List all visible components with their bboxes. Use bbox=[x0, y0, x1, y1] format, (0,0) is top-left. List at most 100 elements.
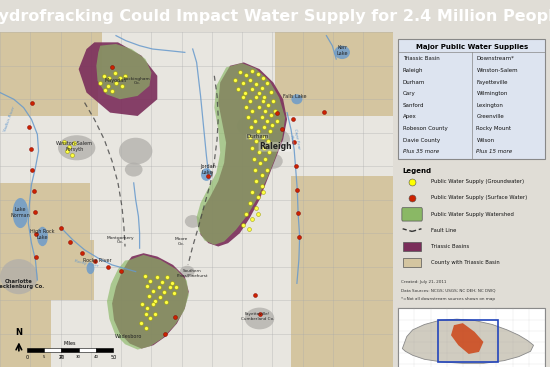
Text: Durham: Durham bbox=[246, 134, 269, 139]
Bar bbox=[96, 348, 113, 352]
Text: Fayetteville/
Cumberland Co.: Fayetteville/ Cumberland Co. bbox=[241, 312, 274, 321]
Text: Durham: Durham bbox=[403, 80, 425, 84]
Text: Triassic Basin: Triassic Basin bbox=[403, 57, 439, 61]
Bar bbox=[275, 72, 338, 116]
Text: Major Public Water Supplies: Major Public Water Supplies bbox=[415, 44, 528, 50]
Ellipse shape bbox=[334, 46, 350, 59]
Polygon shape bbox=[403, 319, 534, 363]
Polygon shape bbox=[199, 62, 287, 247]
Bar bbox=[403, 242, 421, 251]
Text: 30: 30 bbox=[76, 355, 81, 359]
Text: Cary: Cary bbox=[403, 91, 415, 96]
Ellipse shape bbox=[264, 154, 283, 169]
Bar bbox=[338, 72, 393, 116]
Text: Cape Fear
River: Cape Fear River bbox=[288, 128, 300, 150]
Bar bbox=[291, 233, 346, 293]
Text: Raleigh: Raleigh bbox=[403, 68, 423, 73]
Bar bbox=[0, 32, 55, 72]
Ellipse shape bbox=[58, 135, 95, 160]
Bar bbox=[55, 32, 102, 72]
Text: Jordan
Lake: Jordan Lake bbox=[200, 164, 216, 175]
Ellipse shape bbox=[37, 227, 48, 246]
Text: Mayodan: Mayodan bbox=[105, 78, 127, 83]
Polygon shape bbox=[112, 253, 189, 349]
Text: Plus 35 more: Plus 35 more bbox=[403, 149, 439, 154]
Ellipse shape bbox=[237, 116, 262, 136]
Text: Fayetteville: Fayetteville bbox=[476, 80, 508, 84]
Ellipse shape bbox=[13, 198, 28, 228]
Ellipse shape bbox=[185, 215, 201, 228]
Text: Hydrofracking Could Impact Water Supply for 2.4 Million People: Hydrofracking Could Impact Water Supply … bbox=[0, 9, 550, 23]
Text: Miles: Miles bbox=[64, 341, 76, 346]
Bar bbox=[47, 72, 95, 116]
Bar bbox=[346, 293, 393, 367]
Text: Public Water Supply Watershed: Public Water Supply Watershed bbox=[431, 211, 514, 217]
Bar bbox=[0, 183, 47, 240]
Text: 10: 10 bbox=[59, 355, 64, 359]
Text: Davie County: Davie County bbox=[403, 138, 440, 142]
Text: Created: July 21, 2011: Created: July 21, 2011 bbox=[401, 280, 447, 284]
Ellipse shape bbox=[292, 94, 302, 104]
Bar bbox=[79, 348, 96, 352]
Text: Data Sources: NCGS; USGS; NC DEH; NC DWQ: Data Sources: NCGS; USGS; NC DEH; NC DWQ bbox=[401, 288, 496, 292]
Text: Charlotte
Mecklenburg Co.: Charlotte Mecklenburg Co. bbox=[0, 279, 44, 290]
Bar bbox=[338, 32, 393, 72]
Text: 5: 5 bbox=[43, 355, 45, 359]
Bar bbox=[0, 300, 51, 367]
FancyBboxPatch shape bbox=[402, 208, 422, 221]
Text: Yadkin River: Yadkin River bbox=[3, 106, 16, 132]
Polygon shape bbox=[96, 44, 151, 99]
Text: 20: 20 bbox=[58, 355, 64, 360]
Ellipse shape bbox=[245, 308, 274, 329]
Text: Triassic Basins: Triassic Basins bbox=[431, 244, 469, 249]
Text: Fault Line: Fault Line bbox=[431, 228, 456, 233]
Polygon shape bbox=[107, 255, 189, 350]
Bar bbox=[403, 258, 421, 267]
Text: Moore
Co.: Moore Co. bbox=[174, 237, 188, 246]
Text: Kerr
Lake: Kerr Lake bbox=[337, 45, 348, 56]
Bar bbox=[0, 240, 51, 300]
Bar bbox=[51, 240, 95, 300]
Ellipse shape bbox=[0, 259, 37, 294]
Bar bbox=[27, 348, 44, 352]
Ellipse shape bbox=[180, 266, 195, 277]
Ellipse shape bbox=[201, 168, 212, 181]
Text: Winston-Salem: Winston-Salem bbox=[476, 68, 518, 73]
Text: High Rock
Lake: High Rock Lake bbox=[30, 229, 54, 240]
Text: 0: 0 bbox=[25, 355, 28, 360]
Text: Legend: Legend bbox=[403, 168, 432, 174]
Polygon shape bbox=[79, 42, 157, 116]
Text: Falls Lake: Falls Lake bbox=[283, 94, 307, 99]
Text: Rocky River: Rocky River bbox=[83, 258, 112, 263]
Text: Raleigh: Raleigh bbox=[259, 142, 292, 151]
Ellipse shape bbox=[119, 138, 152, 164]
Text: Wilmington: Wilmington bbox=[476, 91, 508, 96]
Text: Apex: Apex bbox=[403, 115, 416, 119]
Bar bbox=[346, 233, 393, 293]
Text: Wadesboro: Wadesboro bbox=[116, 334, 142, 339]
Text: Public Water Supply (Surface Water): Public Water Supply (Surface Water) bbox=[431, 196, 527, 200]
Bar bbox=[0, 72, 47, 116]
Text: Plus 15 more: Plus 15 more bbox=[476, 149, 513, 154]
Polygon shape bbox=[451, 323, 483, 354]
Text: Rocky River: Rocky River bbox=[74, 259, 99, 268]
Bar bbox=[438, 320, 498, 362]
Text: Lexington: Lexington bbox=[476, 103, 503, 108]
Text: Sanford: Sanford bbox=[403, 103, 424, 108]
Ellipse shape bbox=[125, 163, 142, 177]
Text: Lake
Norman: Lake Norman bbox=[10, 207, 30, 218]
Bar bbox=[62, 348, 79, 352]
Text: 50: 50 bbox=[110, 355, 117, 360]
Text: Southern
Pines/Pinehurst: Southern Pines/Pinehurst bbox=[176, 269, 208, 277]
Polygon shape bbox=[197, 63, 285, 245]
Bar bbox=[291, 176, 346, 233]
Text: Downstream*: Downstream* bbox=[476, 57, 514, 61]
Bar bbox=[44, 348, 62, 352]
Bar bbox=[47, 183, 90, 240]
Bar bbox=[398, 39, 545, 160]
Text: Rockingham
Co.: Rockingham Co. bbox=[124, 77, 150, 85]
Ellipse shape bbox=[86, 262, 95, 274]
Text: *=Not all downstream sources shown on map: *=Not all downstream sources shown on ma… bbox=[401, 297, 495, 301]
Text: Rocky Mount: Rocky Mount bbox=[476, 126, 512, 131]
Bar bbox=[346, 176, 393, 233]
